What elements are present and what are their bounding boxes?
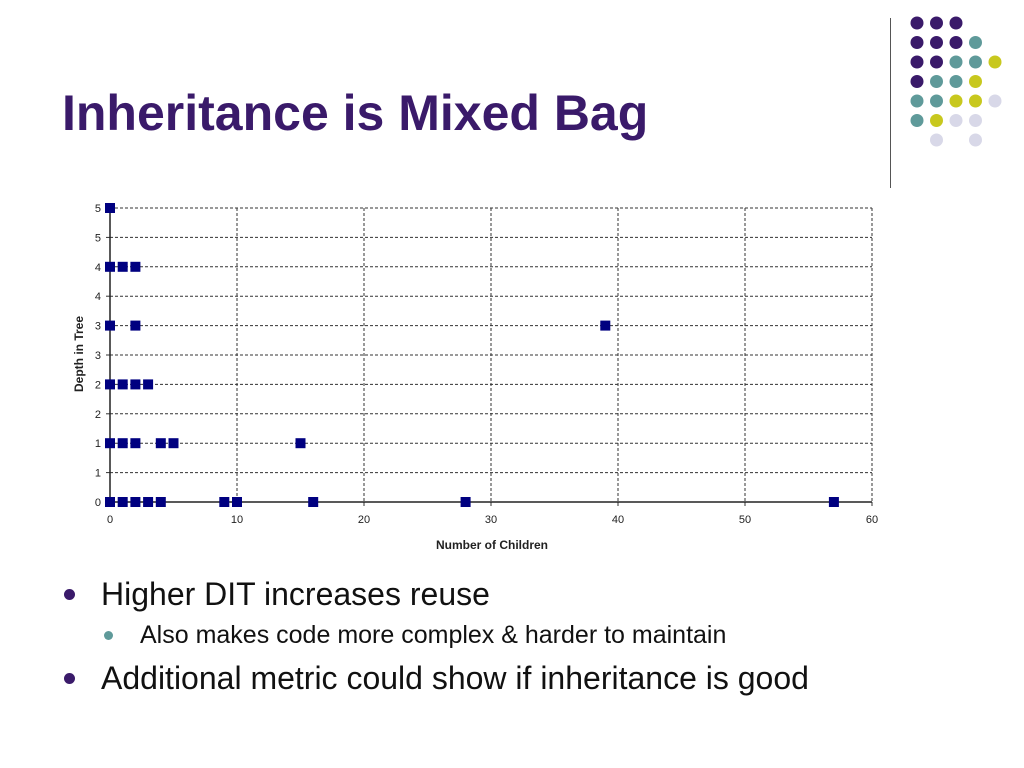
decor-dot [930, 55, 943, 69]
decor-dot [910, 94, 924, 108]
decor-dot [949, 55, 963, 69]
bullet-item: Additional metric could show if inherita… [62, 658, 1002, 698]
decor-dot [910, 16, 924, 30]
data-point [130, 438, 141, 449]
data-point [117, 379, 128, 390]
decor-dot [949, 36, 963, 49]
data-point [155, 438, 166, 449]
decor-dot [930, 36, 943, 49]
x-tick-label: 50 [739, 514, 751, 526]
decor-dot [910, 114, 924, 127]
sub-bullet-text: Also makes code more complex & harder to… [140, 621, 727, 649]
decor-dot [930, 133, 943, 147]
y-axis-label: Depth in Tree [72, 316, 86, 392]
data-point [460, 497, 471, 507]
data-point [130, 497, 141, 507]
decor-dot [988, 94, 1002, 108]
data-point [105, 261, 115, 272]
decor-dot [930, 16, 943, 30]
data-point [105, 438, 115, 449]
data-point [117, 438, 128, 449]
y-tick-label: 3 [95, 321, 101, 333]
y-tick-label: 5 [95, 232, 101, 244]
data-point [105, 203, 115, 213]
y-tick-label: 5 [95, 203, 101, 215]
data-point [105, 320, 115, 331]
data-point [232, 497, 242, 507]
data-point [295, 438, 306, 449]
bullet-text: Additional metric could show if inherita… [101, 660, 809, 696]
bullet-list: Higher DIT increases reuse Also makes cod… [62, 574, 1002, 704]
data-point [105, 379, 115, 390]
y-tick-label: 0 [95, 497, 101, 509]
bullet-item: Higher DIT increases reuse [62, 574, 1002, 614]
decor-dot [969, 75, 982, 88]
title-divider [890, 18, 891, 188]
decor-dot [949, 16, 963, 30]
x-tick-label: 0 [107, 514, 113, 526]
y-tick-label: 3 [95, 350, 101, 362]
data-point [600, 320, 611, 331]
sub-bullet-dot-icon [104, 631, 113, 640]
y-tick-label: 1 [95, 468, 101, 480]
y-tick-label: 2 [95, 379, 101, 391]
y-tick-label: 2 [95, 409, 101, 421]
data-point [828, 497, 839, 507]
bullet-dot-icon [64, 589, 75, 600]
data-point [219, 497, 230, 507]
x-tick-label: 60 [866, 514, 878, 526]
decor-dot [969, 114, 982, 127]
decor-dot [930, 114, 943, 127]
data-point [105, 497, 115, 507]
decor-dot [969, 36, 982, 49]
decor-dot [949, 75, 963, 88]
data-point [308, 497, 319, 507]
decor-dot [969, 133, 982, 147]
decor-dot [930, 94, 943, 108]
decor-dot [969, 55, 982, 69]
decor-dot [930, 75, 943, 88]
x-tick-label: 20 [358, 514, 370, 526]
decor-dot [910, 75, 924, 88]
y-tick-label: 4 [95, 291, 101, 303]
decor-dot [910, 36, 924, 49]
slide-title: Inheritance is Mixed Bag [62, 85, 649, 141]
x-tick-label: 30 [485, 514, 497, 526]
x-tick-label: 40 [612, 514, 624, 526]
data-point [168, 438, 179, 449]
data-point [130, 379, 141, 390]
decor-dot [949, 114, 963, 127]
x-tick-label: 10 [231, 514, 243, 526]
decor-dot [910, 55, 924, 69]
data-point [117, 261, 128, 272]
decor-dot [969, 94, 982, 108]
data-point [117, 497, 128, 507]
decor-dot [988, 55, 1002, 69]
data-point [130, 261, 141, 272]
bullet-text: Higher DIT increases reuse [101, 576, 490, 612]
data-point [155, 497, 166, 507]
data-point [143, 379, 154, 390]
data-point [130, 320, 141, 331]
data-point [143, 497, 154, 507]
y-tick-label: 1 [95, 438, 101, 450]
decor-dot [949, 94, 963, 108]
decorative-dot-grid [910, 16, 1002, 147]
bullet-dot-icon [64, 673, 75, 684]
y-tick-label: 4 [95, 262, 101, 274]
x-axis-label: Number of Children [436, 538, 548, 552]
sub-bullet-item: Also makes code more complex & harder to… [62, 620, 1002, 650]
